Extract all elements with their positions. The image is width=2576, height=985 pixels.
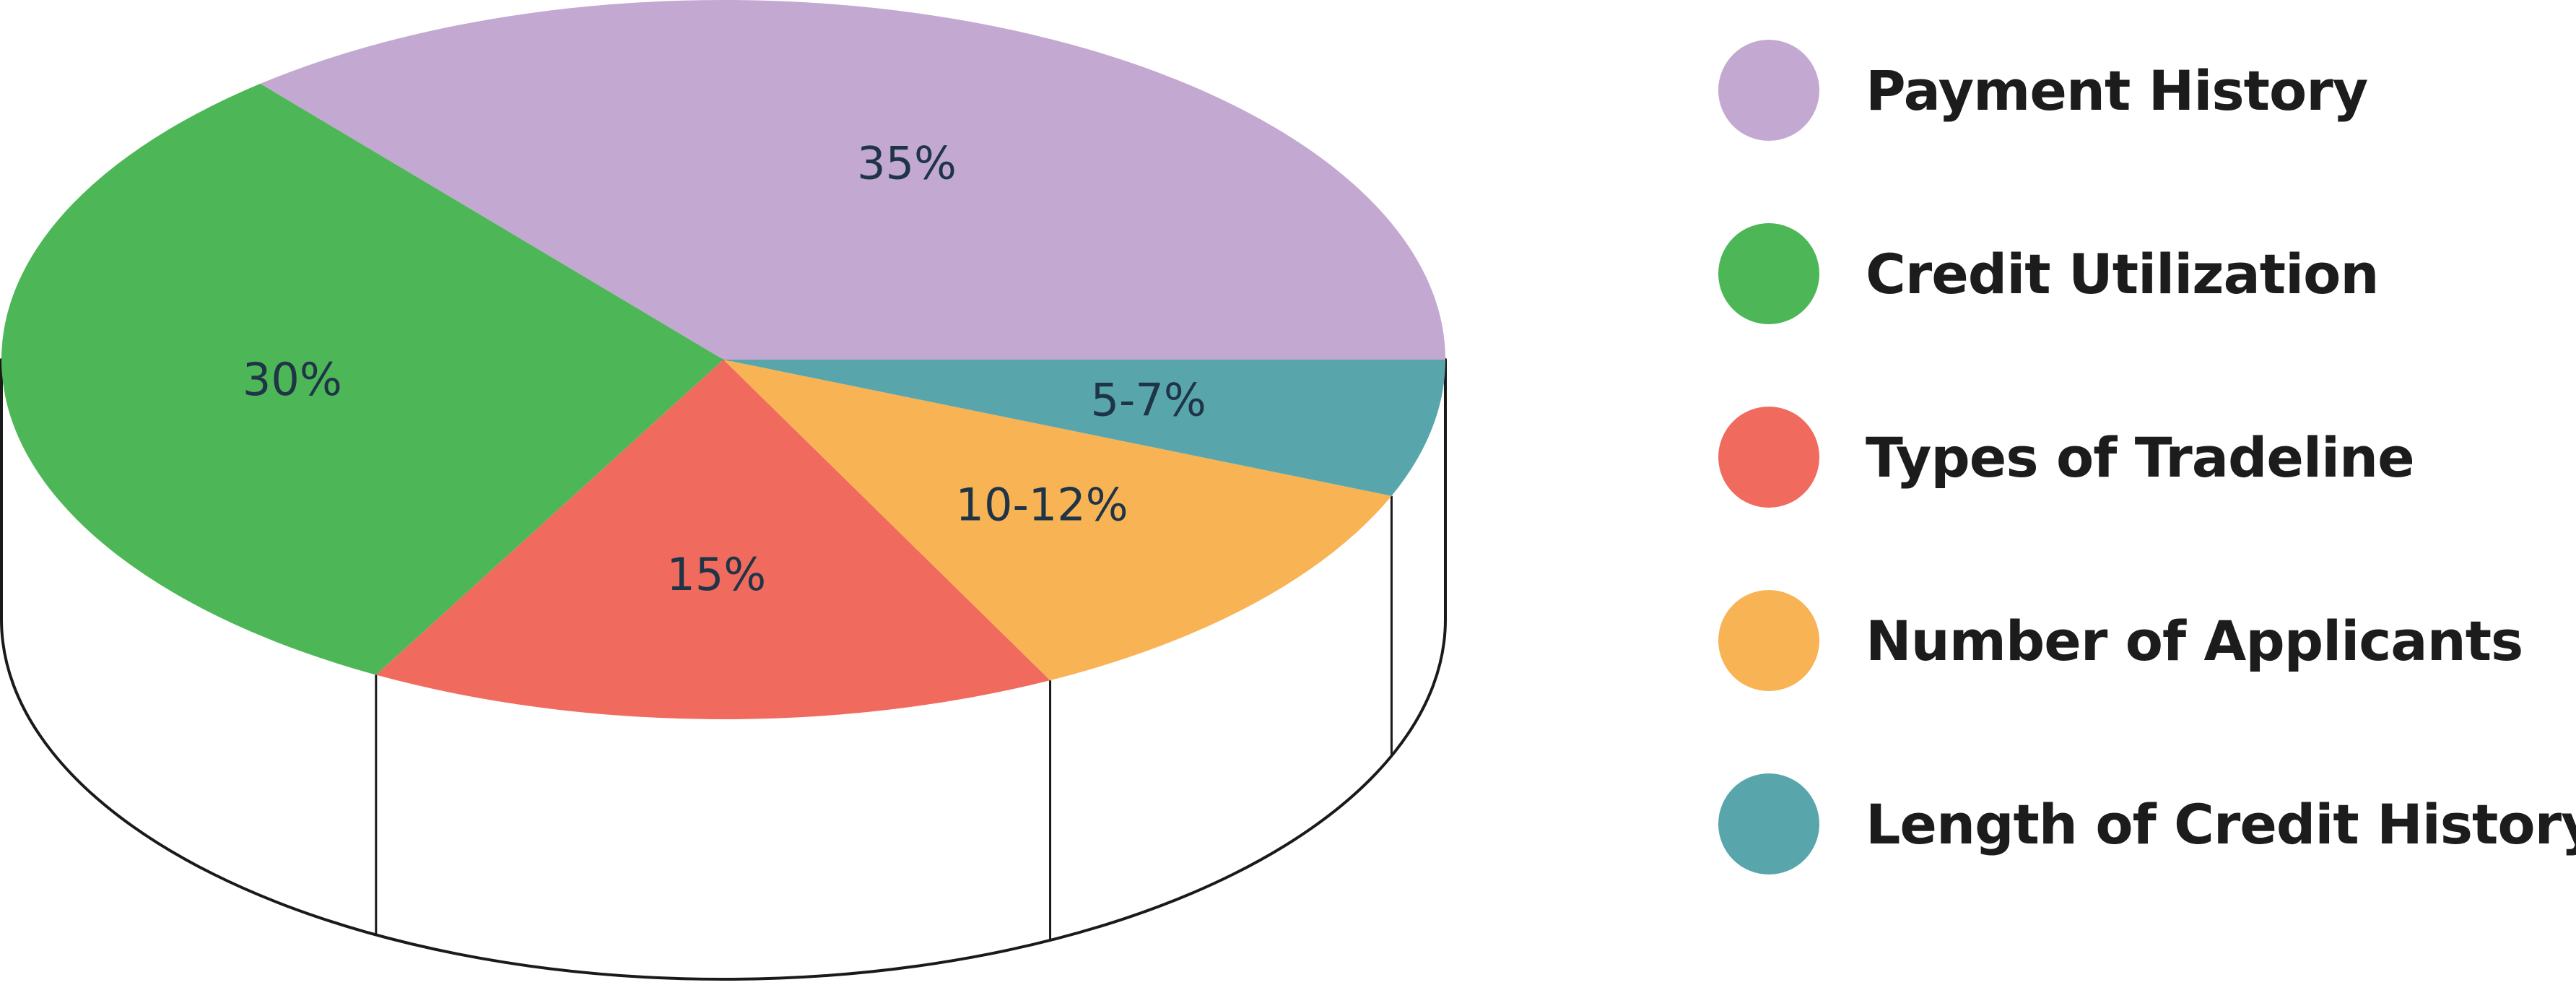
legend-label-payment-history: Payment History <box>1866 58 2368 123</box>
legend-swatch-payment-history <box>1718 40 1819 141</box>
pie-slice-credit-utilization <box>1 83 724 675</box>
legend-swatch-credit-utilization <box>1718 223 1819 324</box>
pie-slice-label-number-of-applicants: 10-12% <box>956 479 1128 531</box>
legend-swatch-number-of-applicants <box>1718 590 1819 691</box>
pie-slice-label-types-of-tradeline: 15% <box>666 548 766 601</box>
pie-slice-label-length-of-credit-history: 5-7% <box>1091 374 1206 427</box>
legend: Payment History Credit Utilization Types… <box>1718 40 2576 875</box>
legend-label-number-of-applicants: Number of Applicants <box>1866 608 2523 673</box>
pie-labels: 35% 30% 15% 10-12% 5-7% <box>243 136 1206 600</box>
legend-label-credit-utilization: Credit Utilization <box>1866 241 2379 306</box>
pie-slice-types-of-tradeline <box>375 360 1050 719</box>
legend-swatch-length-of-credit-history <box>1718 773 1819 875</box>
pie-slices <box>1 0 1445 719</box>
legend-item-types-of-tradeline: Types of Tradeline <box>1718 407 2570 508</box>
pie-chart: 35% 30% 15% 10-12% 5-7% <box>0 0 1447 981</box>
pie-slice-length-of-credit-history <box>723 360 1445 496</box>
legend-item-payment-history: Payment History <box>1718 40 2570 141</box>
legend-item-credit-utilization: Credit Utilization <box>1718 223 2570 324</box>
legend-item-length-of-credit-history: Length of Credit History <box>1718 773 2576 875</box>
legend-label-types-of-tradeline: Types of Tradeline <box>1866 425 2415 490</box>
legend-swatch-types-of-tradeline <box>1718 407 1819 508</box>
pie-slice-label-payment-history: 35% <box>857 136 957 189</box>
pie-slice-label-credit-utilization: 30% <box>243 353 342 406</box>
pie-slice-payment-history <box>260 0 1445 360</box>
pie-slice-number-of-applicants <box>723 360 1392 681</box>
legend-item-number-of-applicants: Number of Applicants <box>1718 590 2570 691</box>
legend-label-length-of-credit-history: Length of Credit History <box>1866 791 2576 856</box>
